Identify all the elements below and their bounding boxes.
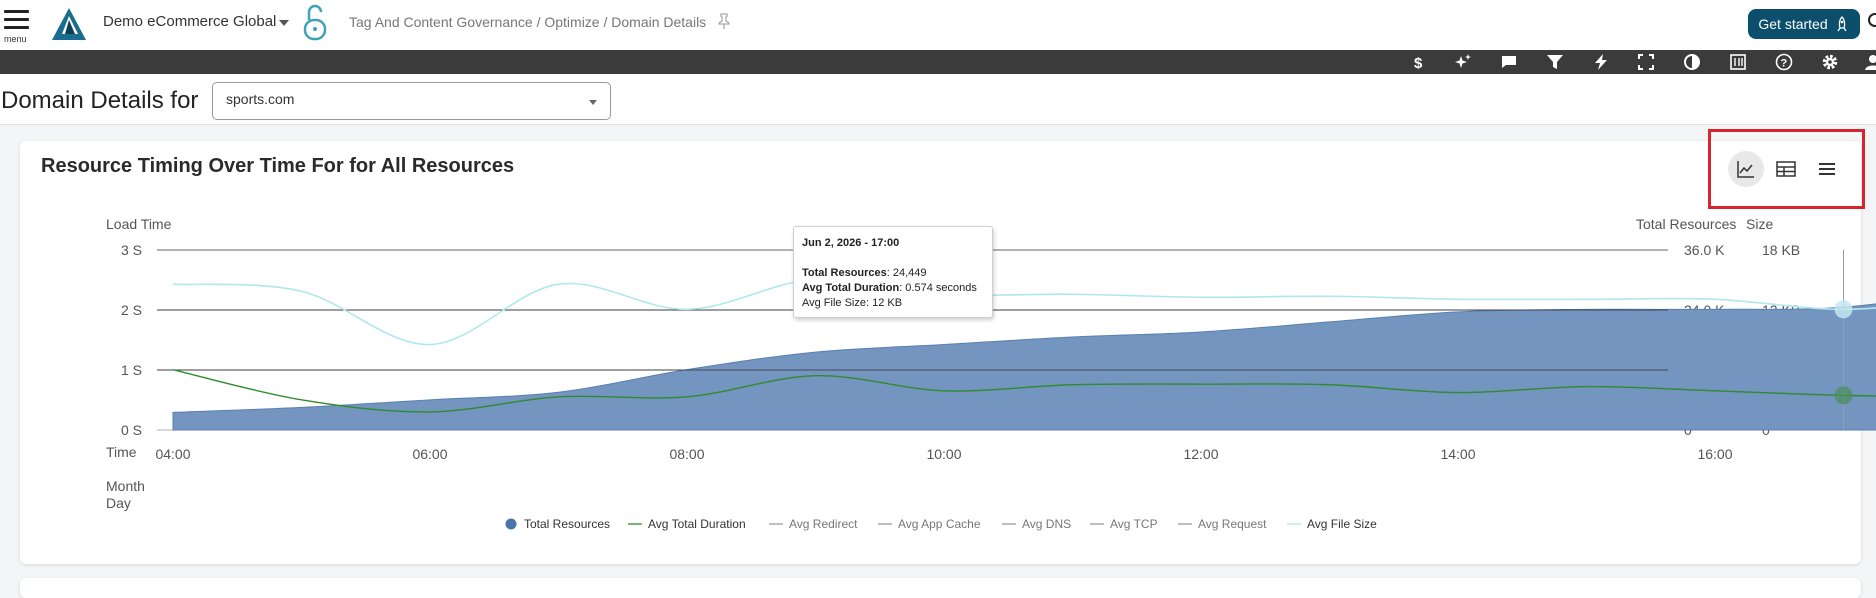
legend-dot (505, 518, 517, 530)
right-tick-label: 36.0 K (1684, 242, 1725, 258)
page-header: Domain Details for sports.com (0, 74, 1876, 125)
table-view-button[interactable] (1768, 151, 1804, 187)
menu-label: menu (4, 34, 27, 44)
chevron-down-icon[interactable] (279, 20, 289, 26)
rocket-icon (1837, 16, 1847, 32)
user-icon[interactable] (1864, 53, 1876, 71)
settings-icon[interactable] (1821, 53, 1839, 71)
left-tick-label: 3 S (121, 242, 142, 258)
resource-timing-chart: Load Time Total Resources Size 3 S 36.0 K 18 … (106, 216, 1876, 531)
legend-item-avg-tcp: Avg TCP (1110, 517, 1158, 531)
left-tick-label: 2 S (121, 302, 142, 318)
tooltip-row: Avg Total Duration: 0.574 seconds (802, 282, 977, 294)
contrast-icon[interactable] (1683, 53, 1701, 71)
avg-total-duration-line (172, 368, 1876, 413)
table-icon (1776, 161, 1796, 177)
size-tick-label: 18 KB (1762, 242, 1800, 258)
domain-select[interactable]: sports.com (212, 82, 611, 120)
x-tick-label: 14:00 (1440, 446, 1475, 462)
chat-icon[interactable] (1500, 53, 1518, 71)
top-bar: menu Demo eCommerce Global Tag And Conte… (0, 0, 1876, 50)
search-icon[interactable] (1866, 12, 1876, 32)
x-tick-label: 10:00 (926, 446, 961, 462)
tooltip-date: Jun 2, 2026 - 17:00 (802, 237, 900, 249)
x-tick-label: 08:00 (669, 446, 704, 462)
hover-point-file-size (1834, 300, 1853, 319)
avg-file-size-line (172, 278, 1876, 346)
legend-item-total-resources: Total Resources (524, 517, 610, 531)
sparkle-icon[interactable] (1454, 53, 1472, 71)
dollar-icon[interactable]: $ (1409, 53, 1427, 72)
legend-item-avg-request: Avg Request (1198, 517, 1267, 531)
x-tick-label: 04:00 (155, 446, 190, 462)
get-started-button[interactable]: Get started (1748, 9, 1860, 39)
left-tick-label: 1 S (121, 362, 142, 378)
card-title: Resource Timing Over Time For for All Re… (41, 155, 515, 177)
lightning-icon[interactable] (1592, 53, 1610, 71)
chevron-down-icon (589, 100, 597, 105)
svg-text:?: ? (1781, 58, 1788, 70)
legend-item-avg-file-size: Avg File Size (1307, 517, 1377, 531)
x-axis-sublabel: Month (106, 478, 145, 494)
x-tick-label: 12:00 (1183, 446, 1218, 462)
legend-item-avg-dns: Avg DNS (1022, 517, 1071, 531)
menu-lines-icon (1819, 163, 1835, 175)
fullscreen-icon[interactable] (1637, 53, 1655, 71)
help-icon[interactable]: ? (1775, 53, 1793, 71)
legend-item-avg-app-cache: Avg App Cache (898, 517, 981, 531)
x-tick-label: 06:00 (412, 446, 447, 462)
domain-select-value: sports.com (226, 91, 295, 107)
x-axis-sublabel: Day (106, 495, 131, 511)
hover-point-duration (1834, 386, 1853, 405)
left-axis-title: Load Time (106, 216, 172, 232)
organization-name[interactable]: Demo eCommerce Global (103, 13, 277, 30)
company-logo[interactable] (50, 6, 88, 42)
unlock-icon[interactable] (302, 4, 328, 42)
total-resources-area (172, 303, 1876, 431)
utility-toolbar: $ ? (0, 50, 1876, 74)
right-axis-title: Total Resources (1636, 216, 1736, 232)
menu-view-button[interactable] (1809, 151, 1845, 187)
size-axis-title: Size (1746, 216, 1773, 232)
breadcrumb: Tag And Content Governance / Optimize / … (349, 14, 707, 30)
view-switcher-highlight (1708, 129, 1865, 209)
x-tick-label: 16:00 (1697, 446, 1732, 462)
filter-icon[interactable] (1546, 53, 1564, 71)
x-axis-title: Time (106, 444, 137, 460)
pin-icon[interactable] (717, 13, 731, 29)
get-started-label: Get started (1758, 16, 1828, 32)
line-chart-view-button[interactable] (1728, 151, 1764, 187)
page-title: Domain Details for (1, 87, 199, 114)
tooltip-row: Total Resources: 24,449 (802, 267, 927, 279)
left-tick-label: 0 S (121, 422, 142, 438)
legend-item-avg-redirect: Avg Redirect (789, 517, 858, 531)
menu-button[interactable]: menu (4, 8, 30, 44)
tooltip-row: Avg File Size: 12 KB (802, 297, 903, 309)
svg-text:$: $ (1414, 55, 1423, 71)
info-panel-icon[interactable] (1729, 53, 1747, 71)
legend-item-avg-total-duration: Avg Total Duration (648, 517, 746, 531)
chart-tooltip: Jun 2, 2026 - 17:00 Total Resources: 24,… (793, 226, 993, 318)
line-chart-icon (1737, 161, 1754, 178)
